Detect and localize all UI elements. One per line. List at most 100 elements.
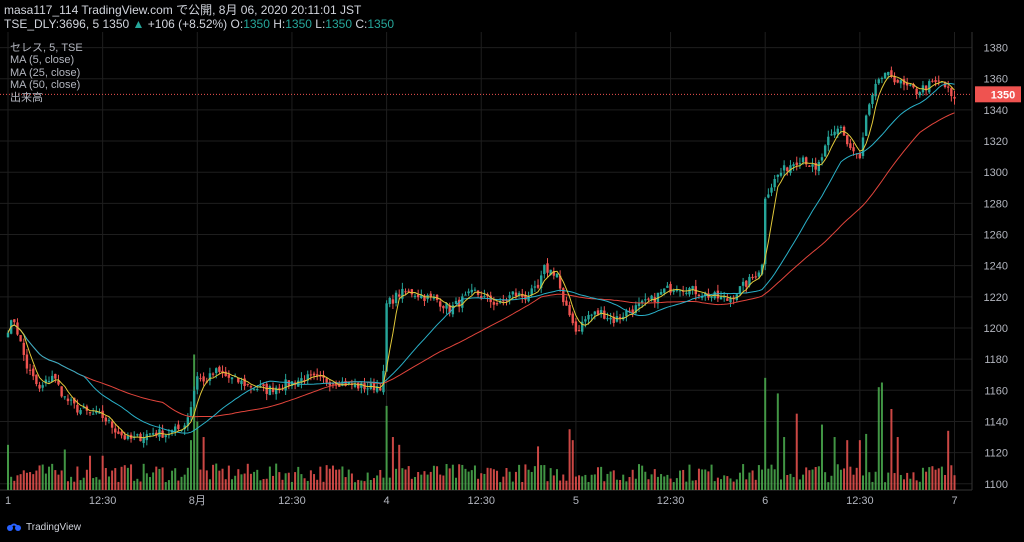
volume-bar bbox=[164, 482, 167, 490]
candle-body bbox=[110, 421, 114, 428]
volume-bar bbox=[596, 467, 599, 490]
volume-bar bbox=[918, 481, 921, 490]
candle-body bbox=[675, 289, 679, 292]
volume-bar bbox=[805, 467, 808, 490]
candle-body bbox=[678, 290, 682, 292]
volume-bar bbox=[44, 473, 47, 490]
volume-bar bbox=[606, 473, 609, 490]
candle-body bbox=[246, 383, 249, 385]
price-tick-label: 1200 bbox=[984, 323, 1008, 335]
candle-body bbox=[495, 303, 499, 305]
volume-bar bbox=[63, 449, 66, 490]
candle-body bbox=[782, 165, 786, 171]
candle-body bbox=[672, 290, 675, 292]
footer-brand[interactable]: TradingView bbox=[6, 521, 81, 533]
candle-body bbox=[618, 317, 622, 319]
candle-body bbox=[669, 283, 672, 293]
candle-body bbox=[211, 373, 215, 375]
volume-bar bbox=[827, 482, 830, 490]
candle-body bbox=[202, 376, 205, 382]
candle-body bbox=[918, 92, 921, 96]
high-value: 1350 bbox=[285, 17, 312, 31]
candle-body bbox=[574, 321, 578, 332]
volume-bar bbox=[843, 468, 846, 490]
volume-bar bbox=[262, 479, 265, 490]
candle-body bbox=[543, 264, 546, 275]
candle-body bbox=[603, 310, 606, 319]
candle-body bbox=[454, 300, 458, 305]
candle-body bbox=[946, 86, 950, 88]
candle-body bbox=[805, 157, 808, 165]
volume-bar bbox=[57, 474, 60, 490]
candle-body bbox=[830, 134, 833, 136]
candle-body bbox=[820, 157, 824, 161]
volume-bar bbox=[246, 463, 249, 490]
volume-bar bbox=[354, 482, 357, 490]
volume-bar bbox=[622, 474, 625, 490]
legend-ma25[interactable]: MA (25, close) bbox=[10, 66, 81, 79]
candle-body bbox=[909, 84, 912, 86]
volume-bar bbox=[60, 470, 63, 490]
volume-bar bbox=[111, 470, 114, 490]
candle-body bbox=[590, 314, 593, 316]
candle-body bbox=[117, 431, 120, 434]
volume-bar bbox=[145, 473, 148, 490]
volume-bar bbox=[413, 477, 416, 490]
candle-body bbox=[256, 388, 259, 390]
high-label: H: bbox=[273, 17, 286, 31]
volume-bar bbox=[865, 433, 868, 490]
candle-body bbox=[344, 380, 347, 386]
volume-bar bbox=[123, 465, 126, 490]
volume-bar bbox=[316, 479, 319, 490]
volume-bar bbox=[855, 467, 858, 490]
candle-body bbox=[155, 432, 158, 436]
candle-body bbox=[691, 286, 694, 291]
candle-body bbox=[741, 281, 745, 286]
volume-bar bbox=[215, 463, 218, 490]
candle-body bbox=[303, 380, 306, 382]
volume-bar bbox=[675, 478, 678, 490]
volume-bar bbox=[884, 482, 887, 490]
legend-ma50[interactable]: MA (50, close) bbox=[10, 79, 81, 92]
volume-bar bbox=[388, 477, 391, 490]
open-label: O: bbox=[230, 17, 244, 31]
legend-ma5[interactable]: MA (5, close) bbox=[10, 54, 75, 67]
candle-body bbox=[792, 164, 795, 167]
time-tick-label: 12:30 bbox=[467, 495, 495, 507]
volume-bar bbox=[398, 444, 401, 490]
volume-bar bbox=[533, 466, 536, 490]
volume-bar bbox=[868, 472, 871, 490]
volume-bar bbox=[694, 480, 697, 490]
volume-bar bbox=[205, 470, 208, 490]
volume-bar bbox=[227, 465, 230, 490]
volume-bar bbox=[555, 469, 558, 490]
candle-body bbox=[215, 368, 218, 374]
volume-bar bbox=[928, 467, 931, 490]
volume-bar bbox=[319, 466, 322, 490]
candle-body bbox=[199, 378, 202, 380]
volume-bar bbox=[66, 481, 69, 490]
volume-bar bbox=[445, 464, 448, 490]
volume-bar bbox=[79, 480, 82, 490]
candle-body bbox=[571, 313, 574, 324]
volume-bar bbox=[391, 437, 394, 490]
volume-bar bbox=[133, 480, 136, 490]
volume-bar bbox=[814, 467, 817, 490]
volume-bar bbox=[22, 470, 25, 490]
candle-body bbox=[101, 410, 104, 418]
candle-body bbox=[773, 179, 776, 188]
candle-body bbox=[628, 310, 631, 312]
candle-body bbox=[448, 305, 451, 313]
volume-bar bbox=[820, 424, 823, 490]
volume-bar bbox=[139, 481, 142, 490]
candle-body bbox=[98, 412, 101, 414]
legend-volume[interactable]: 出来高 bbox=[10, 91, 43, 104]
candle-body bbox=[16, 322, 19, 335]
legend-symbol[interactable]: セレス, 5, TSE bbox=[10, 42, 83, 54]
candle-body bbox=[940, 81, 944, 83]
candle-body bbox=[432, 297, 436, 299]
candle-body bbox=[284, 379, 287, 391]
volume-bar bbox=[325, 465, 328, 490]
price-tick-label: 1260 bbox=[984, 230, 1008, 242]
